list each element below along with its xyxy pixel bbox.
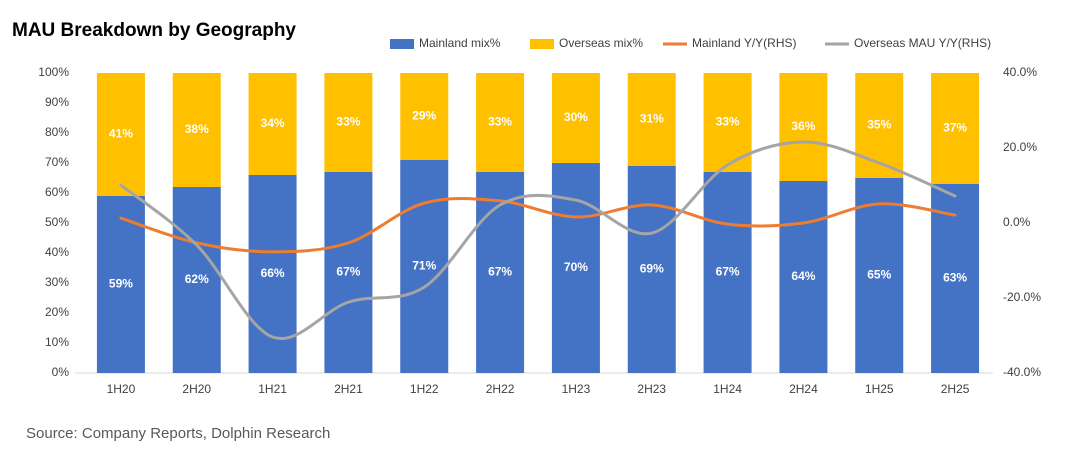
y2-tick-label: -20.0% xyxy=(1003,290,1041,304)
bar xyxy=(400,160,449,373)
bar xyxy=(96,196,145,373)
data-label: 41% xyxy=(109,127,133,141)
data-label: 65% xyxy=(867,268,891,282)
bar xyxy=(476,73,525,172)
y-tick-label: 10% xyxy=(45,335,69,349)
y-tick-label: 70% xyxy=(45,155,69,169)
y-tick-label: 20% xyxy=(45,305,69,319)
x-tick-label: 1H24 xyxy=(713,382,742,396)
x-tick-label: 2H23 xyxy=(637,382,666,396)
y-tick-label: 40% xyxy=(45,245,69,259)
bar xyxy=(96,73,145,196)
bar xyxy=(172,187,221,373)
x-tick-label: 2H24 xyxy=(789,382,818,396)
data-label: 67% xyxy=(716,265,740,279)
data-label: 64% xyxy=(791,269,815,283)
bar xyxy=(324,172,373,373)
y-tick-label: 90% xyxy=(45,95,69,109)
data-label: 67% xyxy=(336,265,360,279)
y-tick-label: 80% xyxy=(45,125,69,139)
data-label: 62% xyxy=(185,272,209,286)
bar xyxy=(779,73,828,181)
legend-label: Overseas MAU Y/Y(RHS) xyxy=(854,36,991,50)
y-tick-label: 60% xyxy=(45,185,69,199)
data-label: 67% xyxy=(488,265,512,279)
bar xyxy=(400,73,449,160)
bar xyxy=(855,73,904,178)
line xyxy=(119,140,957,341)
data-label: 33% xyxy=(336,115,360,129)
chart-title: MAU Breakdown by Geography xyxy=(12,20,296,41)
data-label: 69% xyxy=(640,262,664,276)
bar xyxy=(855,178,904,373)
bar xyxy=(779,181,828,373)
bar xyxy=(248,73,297,175)
x-tick-label: 1H25 xyxy=(865,382,894,396)
y2-tick-label: 20.0% xyxy=(1003,140,1037,154)
bar xyxy=(627,166,676,373)
y2-tick-label: -40.0% xyxy=(1003,365,1041,379)
legend-label: Mainland mix% xyxy=(419,36,501,50)
data-label: 37% xyxy=(943,121,967,135)
data-label: 38% xyxy=(185,122,209,136)
bar xyxy=(248,175,297,373)
bar xyxy=(551,73,600,163)
y2-tick-label: 40.0% xyxy=(1003,65,1037,79)
line xyxy=(119,197,957,254)
data-label: 29% xyxy=(412,109,436,123)
bar xyxy=(324,73,373,172)
y-tick-label: 30% xyxy=(45,275,69,289)
legend-marker xyxy=(390,39,414,49)
bar xyxy=(627,73,676,166)
source-note: Source: Company Reports, Dolphin Researc… xyxy=(26,425,330,442)
y-tick-label: 100% xyxy=(38,65,69,79)
bar xyxy=(703,172,752,373)
bar xyxy=(172,73,221,187)
x-tick-label: 2H25 xyxy=(941,382,970,396)
data-label: 35% xyxy=(867,118,891,132)
data-label: 36% xyxy=(791,119,815,133)
data-label: 63% xyxy=(943,271,967,285)
data-label: 59% xyxy=(109,277,133,291)
data-label: 30% xyxy=(564,110,588,124)
legend-marker xyxy=(530,39,554,49)
data-label: 34% xyxy=(261,116,285,130)
y-tick-label: 50% xyxy=(45,215,69,229)
data-label: 71% xyxy=(412,259,436,273)
x-tick-label: 2H21 xyxy=(334,382,363,396)
y-tick-label: 0% xyxy=(52,365,70,379)
x-tick-label: 2H22 xyxy=(486,382,515,396)
data-label: 33% xyxy=(716,115,740,129)
bar xyxy=(931,73,980,184)
legend-label: Overseas mix% xyxy=(559,36,643,50)
data-label: 33% xyxy=(488,115,512,129)
legend-label: Mainland Y/Y(RHS) xyxy=(692,36,796,50)
data-label: 66% xyxy=(261,266,285,280)
data-label: 31% xyxy=(640,112,664,126)
x-tick-label: 1H20 xyxy=(107,382,136,396)
x-tick-label: 1H23 xyxy=(562,382,591,396)
x-tick-label: 1H22 xyxy=(410,382,439,396)
x-tick-label: 1H21 xyxy=(258,382,287,396)
x-tick-label: 2H20 xyxy=(182,382,211,396)
data-label: 70% xyxy=(564,260,588,274)
y2-tick-label: 0.0% xyxy=(1003,215,1031,229)
